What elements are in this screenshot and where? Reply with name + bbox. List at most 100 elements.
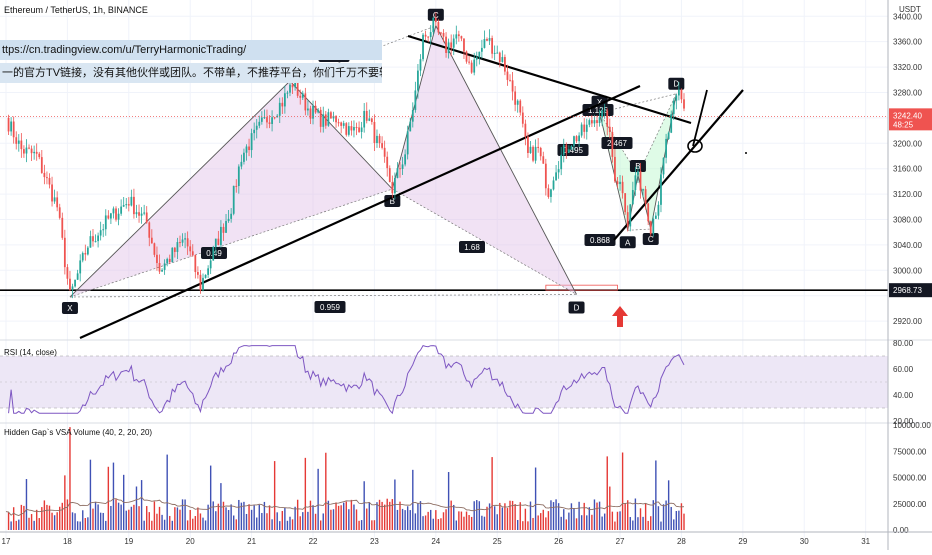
candle-body	[220, 226, 222, 245]
candle-body	[672, 100, 675, 115]
volume-bar	[647, 520, 649, 530]
volume-bar	[465, 511, 468, 530]
volume-bar	[516, 519, 519, 530]
volume-bar	[227, 510, 230, 530]
volume-bar	[186, 520, 189, 530]
volume-bar	[33, 520, 35, 530]
volume-bar	[598, 501, 601, 530]
candle-body	[588, 120, 591, 125]
volume-pane[interactable]	[5, 427, 685, 530]
volume-bar	[642, 516, 644, 530]
volume-tick-label: 50000.00	[893, 474, 927, 483]
price-pane[interactable]: XABCD0.491.4081.680.959 XABCD0.4950.8682…	[0, 8, 888, 340]
volume-bar	[378, 499, 381, 530]
volume-bar	[92, 508, 94, 530]
volume-bar	[197, 507, 199, 530]
candle-body	[552, 180, 555, 190]
volume-bar	[660, 521, 662, 530]
volume-bar	[243, 501, 245, 530]
volume-bar	[179, 509, 181, 530]
volume-bar	[391, 499, 394, 530]
volume-bar	[481, 515, 483, 530]
rsi-pane[interactable]	[0, 345, 888, 415]
pattern-ratio-bg	[601, 137, 633, 149]
candle-body	[48, 177, 51, 185]
candle-body	[396, 168, 399, 179]
volume-bar	[12, 507, 15, 530]
candle-body	[381, 143, 383, 148]
candle-body	[227, 218, 230, 222]
candle-body	[299, 95, 302, 98]
falling-trendline[interactable]	[407, 34, 692, 125]
candle-body	[429, 32, 432, 38]
candle-body	[524, 123, 527, 137]
candle-body	[442, 32, 445, 37]
pattern-triangle-xab	[69, 81, 393, 297]
candle-body	[478, 51, 481, 58]
volume-bar	[570, 503, 573, 530]
link-banner[interactable]: ttps://cn.tradingview.com/u/TerryHarmoni…	[0, 40, 382, 60]
volume-bar	[286, 520, 289, 530]
volume-bar	[53, 515, 56, 530]
candle-body	[555, 172, 557, 181]
price-tick-label: 3400.00	[893, 12, 922, 21]
volume-bar	[314, 513, 317, 530]
volume-bar	[532, 517, 534, 530]
volume-bar	[491, 457, 493, 530]
candle-body	[301, 93, 304, 98]
pattern-point-b-bg	[629, 160, 646, 173]
candle-body	[173, 247, 176, 252]
candle-body	[309, 108, 312, 119]
candle-body	[332, 115, 335, 119]
candle-body	[150, 237, 153, 244]
channel-support-line[interactable]	[613, 89, 744, 241]
volume-bar	[655, 460, 657, 530]
volume-bar	[79, 521, 81, 530]
pattern-ratio-line	[392, 188, 577, 295]
volume-bar	[46, 504, 48, 530]
volume-bar	[163, 519, 166, 530]
candle-body	[17, 140, 20, 144]
volume-bar	[235, 519, 237, 530]
volume-bar	[76, 521, 79, 530]
candle-body	[596, 120, 598, 124]
volume-bar	[524, 508, 527, 530]
volume-bar	[499, 502, 501, 530]
volume-bar	[519, 502, 521, 530]
candle-body	[89, 236, 92, 248]
candle-body	[324, 114, 327, 126]
candle-body	[148, 222, 151, 238]
pattern-point-a: A	[625, 238, 631, 247]
volume-bar	[64, 475, 66, 530]
candle-body	[637, 171, 639, 176]
candle-body	[97, 235, 99, 242]
volume-bar	[414, 513, 417, 530]
volume-bar	[412, 469, 414, 530]
candle-body	[631, 189, 634, 205]
candle-body	[560, 154, 563, 170]
candle-body	[145, 212, 148, 223]
candle-body	[683, 99, 685, 109]
candle-body	[158, 263, 161, 272]
time-tick-label: 20	[186, 537, 195, 546]
candle-body	[470, 62, 473, 73]
volume-bar	[588, 507, 591, 530]
volume-bar	[453, 504, 455, 530]
candle-body	[12, 121, 15, 138]
rising-trendline[interactable]	[79, 84, 641, 340]
volume-average-line	[5, 496, 685, 517]
candle-body	[271, 117, 273, 124]
volume-bar	[258, 504, 260, 530]
candle-body	[399, 168, 401, 170]
time-tick-label: 25	[493, 537, 502, 546]
candle-body	[473, 59, 476, 73]
rsi-tick-label: 20.00	[893, 417, 914, 426]
volume-bar	[678, 510, 680, 530]
candle-body	[445, 36, 447, 53]
time-tick-label: 28	[677, 537, 686, 546]
volume-bar	[82, 510, 84, 530]
volume-bar	[586, 515, 588, 530]
candle-body	[347, 126, 350, 135]
